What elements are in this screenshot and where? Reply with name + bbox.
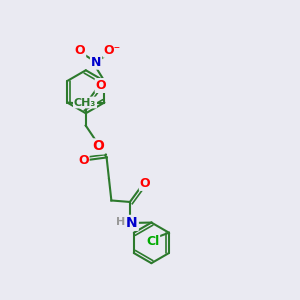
Text: O⁻: O⁻: [104, 44, 121, 57]
Text: CH₃: CH₃: [74, 98, 96, 107]
Text: H: H: [116, 217, 125, 227]
Text: O: O: [92, 140, 104, 153]
Text: O: O: [78, 154, 88, 167]
Text: O: O: [96, 79, 106, 92]
Text: Cl: Cl: [146, 235, 159, 248]
Text: N: N: [126, 216, 138, 230]
Text: O: O: [140, 177, 150, 190]
Text: O: O: [75, 44, 85, 57]
Text: N: N: [91, 56, 101, 69]
